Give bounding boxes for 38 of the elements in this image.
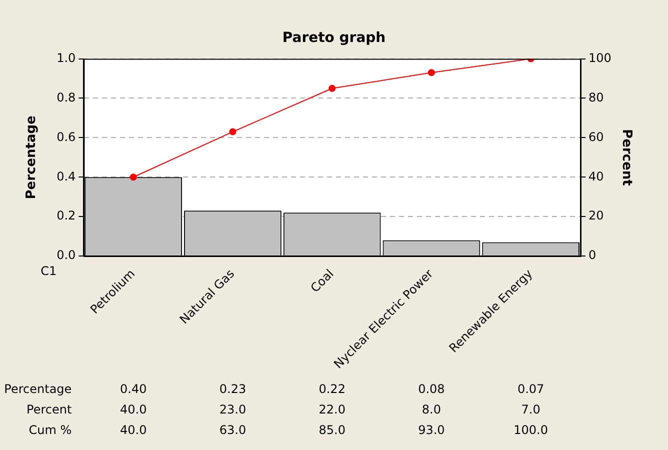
data-label: 0.08 [418,382,445,396]
text: Percentage [4,382,72,396]
text: 40.0 [120,402,147,417]
data-label: 93.0 [418,423,445,438]
text: 8.0 [422,402,441,417]
data-label: 0.22 [318,382,346,396]
y-tick-label: 1.0 [56,50,76,65]
y2-tick-label: 100 [588,50,612,65]
x-axis-title: C1 [40,264,57,278]
y-tick-label: 0.2 [56,208,76,223]
text: Cum % [28,423,72,438]
text: 7.0 [521,402,540,417]
data-label: 100.0 [514,423,548,438]
y2-tick-label: 0 [588,248,596,262]
chart-title: Pareto graph [282,30,386,46]
point [229,128,236,136]
text: 23.0 [219,402,246,417]
y2-axis-title: Percent [618,129,634,186]
y2-tick-label: 20 [588,208,604,223]
data-label: 85.0 [318,423,346,438]
y-axis-title: Percentage [24,115,40,200]
y-tick-label: 0.0 [56,248,76,262]
y-tick-label: 0.6 [56,130,76,144]
data-label: 0.07 [517,382,544,396]
data-label: 0.23 [219,382,246,396]
data-label: 63.0 [219,423,246,438]
point [428,69,435,76]
text: Percent [26,402,72,417]
data-label: 0.40 [120,382,147,396]
y2-tick-label: 40 [588,169,604,184]
y2-tick-label: 60 [588,130,604,144]
data-label: 40.0 [120,423,147,438]
point [130,174,137,181]
y2-tick-label: 80 [588,90,604,104]
point [328,84,336,92]
text: 22.0 [318,402,346,417]
y-tick-label: 0.4 [56,169,76,184]
y-tick-label: 0.8 [56,90,76,104]
